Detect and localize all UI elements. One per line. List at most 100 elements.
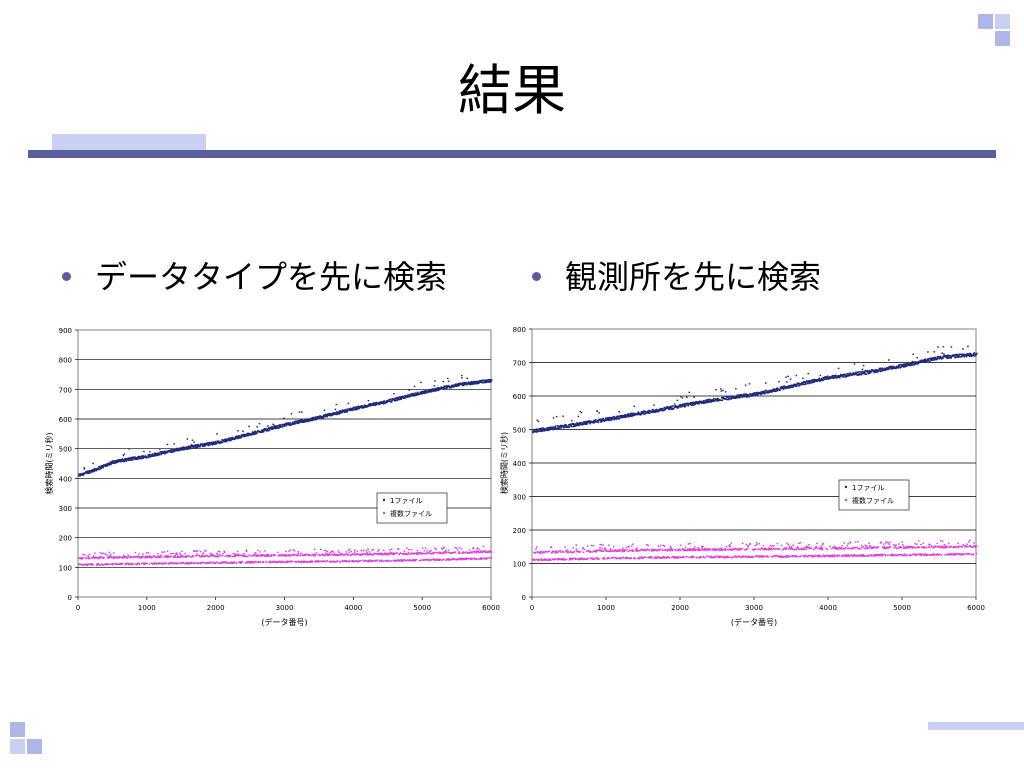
data-point [542, 559, 545, 561]
data-point [601, 418, 604, 421]
data-point [563, 425, 565, 427]
data-point [572, 547, 575, 549]
data-point [237, 430, 239, 432]
data-point [697, 402, 699, 405]
data-point [818, 379, 820, 382]
data-point [634, 557, 636, 560]
data-point [179, 555, 181, 558]
data-point [669, 406, 672, 408]
data-point [691, 403, 694, 405]
data-point [338, 551, 340, 554]
data-point [354, 406, 357, 409]
data-point [643, 549, 645, 551]
data-point [646, 411, 649, 414]
data-point [540, 559, 542, 561]
data-point [437, 388, 439, 390]
data-point [804, 383, 807, 385]
data-point [445, 551, 448, 553]
data-point [635, 548, 637, 551]
data-point [967, 353, 970, 355]
data-point [839, 373, 842, 376]
data-point [825, 376, 827, 379]
data-point [416, 549, 419, 552]
data-point [399, 552, 402, 554]
data-point [261, 429, 263, 431]
data-point [819, 380, 821, 382]
data-point [930, 359, 933, 362]
data-point [630, 557, 632, 559]
data-point [296, 555, 298, 557]
data-point [99, 564, 101, 566]
data-point [156, 556, 159, 558]
data-point [576, 550, 579, 552]
data-point [383, 560, 385, 562]
data-point [668, 549, 670, 551]
data-point [875, 371, 878, 373]
data-point [705, 399, 708, 401]
data-point [845, 374, 848, 376]
data-point [472, 381, 475, 383]
data-point [686, 402, 689, 405]
data-point [124, 556, 126, 558]
data-point [160, 555, 163, 557]
data-point [90, 557, 93, 559]
data-point [598, 418, 601, 420]
data-point [748, 383, 751, 385]
bullet-dot-icon [532, 271, 541, 281]
data-point [595, 557, 597, 559]
data-point [427, 558, 430, 561]
data-point [878, 369, 880, 371]
data-point [960, 353, 963, 356]
data-point [622, 556, 625, 558]
data-point [165, 555, 168, 557]
data-point [310, 554, 313, 557]
data-point [242, 435, 245, 437]
data-point [846, 375, 848, 378]
data-point [639, 549, 641, 552]
data-point [653, 404, 655, 406]
data-point [631, 543, 634, 545]
data-point [358, 407, 360, 410]
data-point [330, 414, 333, 416]
data-point [723, 397, 725, 399]
data-point [384, 553, 387, 556]
data-point [549, 559, 552, 562]
data-point [487, 380, 489, 382]
data-point [607, 417, 610, 420]
data-point [607, 544, 610, 546]
data-point [230, 561, 233, 563]
data-point [214, 443, 216, 445]
data-point [623, 415, 626, 417]
data-point [210, 561, 212, 564]
data-point [555, 550, 557, 552]
data-point [356, 550, 359, 552]
data-point [800, 383, 803, 385]
data-point [657, 548, 659, 551]
data-point [613, 417, 616, 420]
data-point [596, 549, 598, 551]
data-point [716, 400, 718, 402]
x-tick-label: 1000 [138, 604, 156, 612]
data-point [191, 561, 193, 564]
data-point [628, 414, 631, 416]
data-point [486, 551, 488, 554]
data-point [737, 396, 740, 398]
data-point [165, 562, 168, 565]
data-point [858, 371, 860, 373]
data-point [856, 374, 859, 376]
data-point [630, 414, 633, 416]
data-point [198, 554, 200, 557]
data-point [158, 452, 160, 454]
data-point [342, 409, 344, 411]
data-point [475, 558, 477, 561]
data-point [313, 416, 315, 419]
data-point [561, 558, 564, 560]
data-point [610, 416, 612, 419]
data-point [683, 405, 686, 407]
data-point [323, 554, 326, 557]
data-point [315, 418, 318, 421]
data-point [98, 556, 101, 558]
data-point [738, 396, 740, 399]
data-point [568, 559, 571, 561]
data-point [125, 458, 128, 461]
